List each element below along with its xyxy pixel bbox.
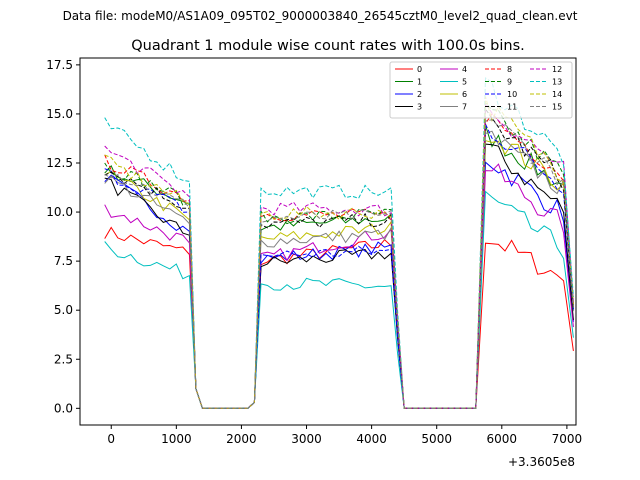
series-line-2	[104, 161, 574, 409]
y-tick-label: 2.5	[54, 352, 73, 366]
series-line-4	[104, 163, 574, 409]
legend-label-15: 15	[552, 103, 562, 112]
y-tick-label: 10.0	[46, 205, 73, 219]
legend-label-4: 4	[462, 65, 467, 74]
series-line-15	[104, 119, 574, 409]
x-tick-label: 2000	[226, 432, 257, 446]
x-tick-label: 0	[107, 432, 115, 446]
legend-label-5: 5	[462, 78, 467, 87]
y-tick-label: 7.5	[54, 254, 73, 268]
x-tick-label: 4000	[356, 432, 387, 446]
legend-label-6: 6	[462, 90, 467, 99]
legend-label-2: 2	[417, 90, 422, 99]
x-tick-label: 7000	[552, 432, 583, 446]
legend-box	[389, 61, 573, 119]
y-axis: 0.0 2.5 5.0 7.5 10.0 12.5 15.0 17.5	[46, 58, 80, 415]
series-line-11	[104, 107, 574, 409]
legend-label-7: 7	[462, 103, 467, 112]
series-line-14	[104, 96, 574, 409]
chart-title: Quadrant 1 module wise count rates with …	[131, 38, 525, 54]
legend-label-1: 1	[417, 78, 422, 87]
legend-label-0: 0	[417, 65, 422, 74]
series-line-3	[104, 143, 574, 409]
x-tick-label: 6000	[487, 432, 518, 446]
legend-label-12: 12	[552, 65, 562, 74]
series-line-7	[104, 130, 574, 409]
y-tick-label: 15.0	[46, 107, 73, 121]
x-tick-label: 3000	[291, 432, 322, 446]
plot-frame	[79, 57, 577, 426]
legend-label-14: 14	[552, 90, 562, 99]
y-tick-label: 12.5	[46, 156, 73, 170]
x-tick-label: 5000	[421, 432, 452, 446]
legend-label-11: 11	[507, 103, 517, 112]
legend-label-8: 8	[507, 65, 512, 74]
series-line-10	[104, 123, 574, 409]
x-axis: 0 1000 2000 3000 4000 5000 6000 7000	[107, 425, 582, 446]
file-header: Data file: modeM0/AS1A09_095T02_90000038…	[63, 9, 578, 23]
series-line-5	[104, 190, 574, 409]
legend-label-13: 13	[552, 78, 562, 87]
plot-lines	[104, 77, 574, 409]
legend-label-10: 10	[507, 90, 517, 99]
y-tick-label: 5.0	[54, 303, 73, 317]
y-tick-label: 0.0	[54, 401, 73, 415]
x-offset-label: +3.3605e8	[508, 455, 575, 469]
series-line-1	[104, 125, 574, 409]
legend-label-3: 3	[417, 103, 422, 112]
series-line-0	[104, 226, 574, 409]
y-tick-label: 17.5	[46, 58, 73, 72]
series-line-6	[104, 139, 574, 409]
legend-label-9: 9	[507, 78, 512, 87]
x-tick-label: 1000	[161, 432, 192, 446]
